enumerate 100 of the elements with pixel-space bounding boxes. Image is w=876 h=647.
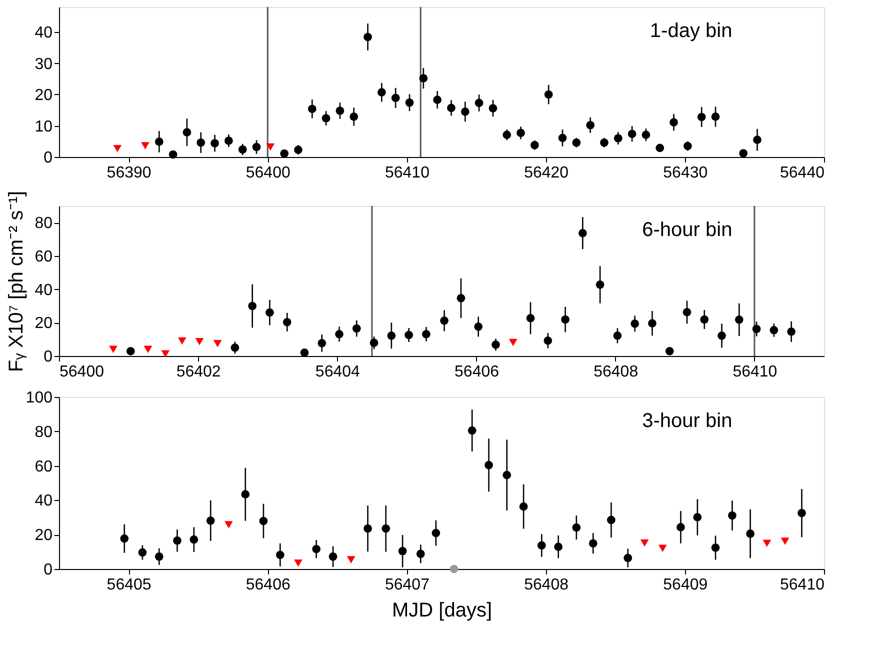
point bbox=[676, 523, 685, 532]
point bbox=[154, 138, 164, 146]
point bbox=[544, 336, 552, 345]
point bbox=[109, 346, 118, 353]
y-tick-label: 40 bbox=[34, 24, 53, 42]
x-tick-label: 56410 bbox=[384, 164, 430, 182]
point bbox=[387, 331, 396, 340]
point bbox=[370, 338, 378, 348]
point bbox=[266, 143, 275, 151]
point bbox=[658, 544, 667, 552]
point bbox=[352, 324, 361, 333]
point bbox=[294, 560, 302, 567]
point bbox=[780, 538, 790, 545]
x-tick-label: 56410 bbox=[732, 364, 778, 380]
x-tick-label: 56404 bbox=[315, 364, 360, 380]
point bbox=[120, 534, 129, 543]
point bbox=[578, 228, 587, 238]
point bbox=[502, 130, 512, 139]
annotation: 6-hour bin bbox=[642, 219, 732, 241]
point bbox=[141, 142, 150, 150]
y-tick-label: 0 bbox=[44, 150, 53, 166]
point bbox=[558, 134, 567, 142]
point bbox=[318, 338, 326, 348]
point bbox=[195, 338, 204, 346]
point bbox=[213, 340, 222, 348]
x-tick-label: 56420 bbox=[524, 164, 569, 182]
point bbox=[752, 324, 761, 334]
point bbox=[252, 142, 261, 152]
y-tick-label: 10 bbox=[34, 118, 53, 136]
point bbox=[210, 139, 219, 148]
point bbox=[224, 521, 233, 528]
y-axis-title: Fᵧ X10⁷ [ph cm⁻² s⁻¹] bbox=[6, 190, 28, 372]
x-tick-label: 56409 bbox=[663, 576, 708, 594]
point bbox=[753, 136, 762, 144]
point bbox=[335, 330, 344, 338]
point bbox=[642, 130, 650, 139]
point bbox=[762, 540, 772, 547]
y-tick-label: 60 bbox=[34, 458, 53, 476]
point bbox=[607, 516, 616, 524]
point bbox=[770, 326, 778, 334]
point bbox=[739, 149, 748, 158]
x-tick-label: 56430 bbox=[663, 164, 708, 182]
point bbox=[419, 74, 428, 82]
y-tick-label: 20 bbox=[34, 527, 53, 544]
point bbox=[300, 348, 309, 357]
y-tick-label: 0 bbox=[44, 562, 53, 578]
point bbox=[697, 112, 706, 122]
point bbox=[630, 319, 640, 328]
point bbox=[312, 544, 320, 554]
point bbox=[294, 146, 302, 154]
point bbox=[734, 315, 744, 324]
point bbox=[364, 524, 372, 533]
point bbox=[182, 128, 192, 136]
point bbox=[248, 302, 257, 310]
point bbox=[693, 513, 702, 522]
y-tick-label: 20 bbox=[34, 315, 53, 332]
point bbox=[468, 426, 476, 435]
annotation: 1-day bin bbox=[650, 20, 732, 42]
point bbox=[711, 112, 720, 121]
point bbox=[526, 314, 535, 322]
point bbox=[440, 316, 448, 325]
x-tick-label: 56440 bbox=[780, 164, 825, 182]
point bbox=[364, 32, 372, 42]
point bbox=[544, 90, 553, 99]
point bbox=[328, 552, 338, 561]
y-tick-label: 40 bbox=[34, 492, 53, 510]
x-tick-label: 56406 bbox=[246, 576, 290, 594]
x-tick-label: 56400 bbox=[60, 364, 104, 380]
point bbox=[502, 470, 512, 480]
point bbox=[241, 490, 250, 499]
y-tick-label: 80 bbox=[34, 424, 53, 441]
point bbox=[154, 552, 164, 561]
point bbox=[206, 516, 215, 525]
point bbox=[656, 144, 664, 152]
point bbox=[405, 98, 414, 107]
point bbox=[404, 330, 413, 340]
point bbox=[196, 138, 206, 147]
annotation: 3-hour bin bbox=[642, 410, 732, 432]
point bbox=[600, 138, 608, 147]
point bbox=[433, 96, 442, 104]
x-tick-label: 56400 bbox=[246, 164, 290, 182]
point bbox=[588, 539, 598, 548]
point bbox=[190, 535, 198, 544]
point bbox=[416, 550, 425, 558]
point bbox=[670, 118, 678, 126]
x-tick-label: 56407 bbox=[384, 576, 430, 594]
point bbox=[508, 338, 518, 346]
point bbox=[519, 502, 528, 511]
point bbox=[276, 550, 284, 560]
point bbox=[308, 104, 316, 114]
point bbox=[787, 327, 796, 336]
point bbox=[530, 140, 539, 150]
point bbox=[746, 530, 754, 538]
x-tick-label: 56410 bbox=[780, 576, 825, 594]
point bbox=[572, 138, 581, 147]
point bbox=[700, 315, 709, 324]
point bbox=[572, 523, 581, 532]
point bbox=[282, 318, 292, 326]
point bbox=[450, 564, 458, 574]
point bbox=[422, 330, 430, 338]
